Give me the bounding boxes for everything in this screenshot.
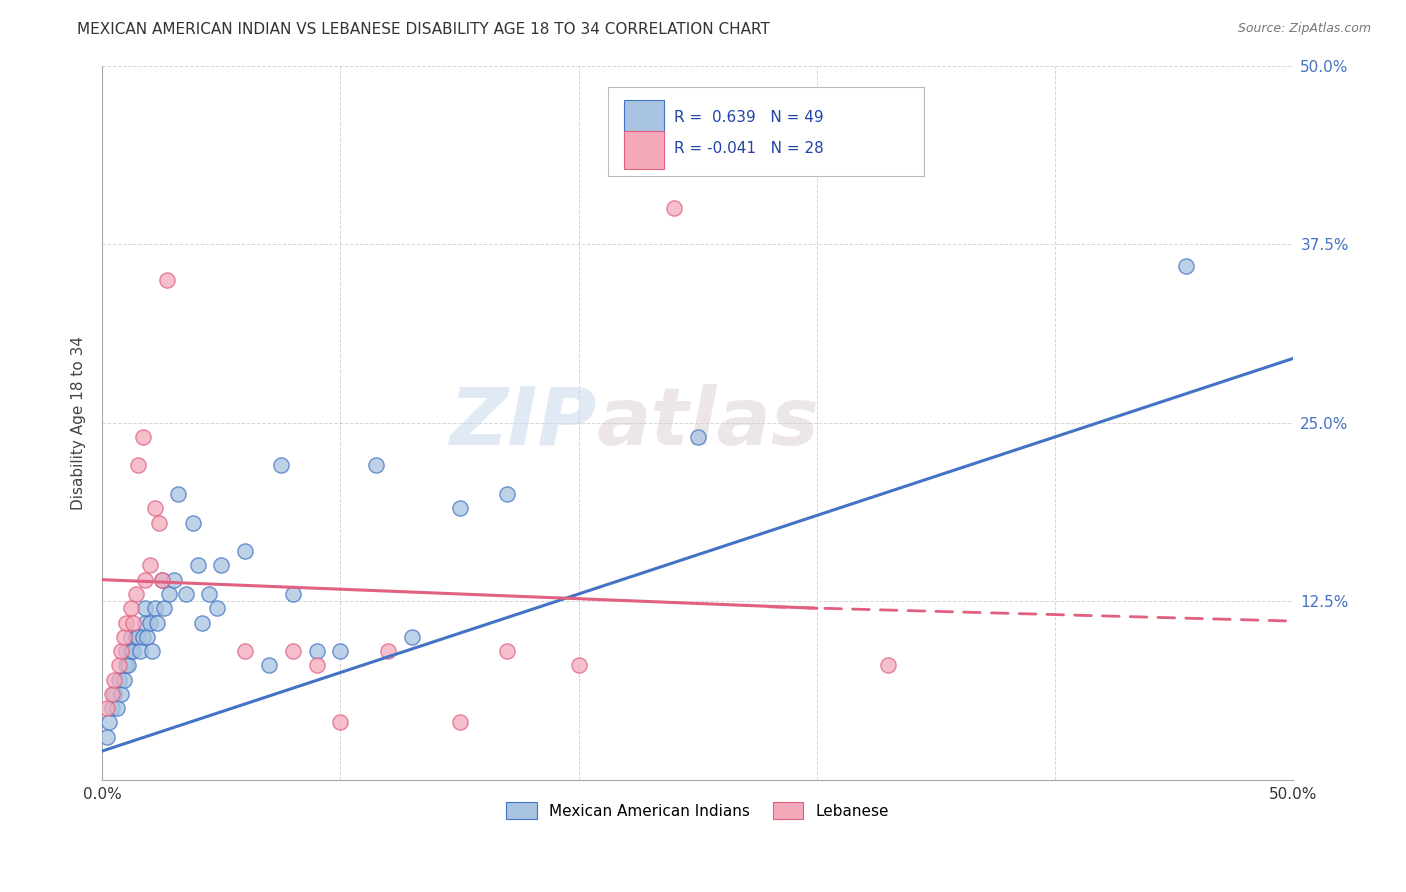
Point [877,658,900,673]
Point [120,630,142,644]
Point [143,601,166,615]
Point [377,644,399,658]
Point [117,658,139,673]
Point [120,601,142,615]
Point [141,644,163,658]
Point [146,615,169,630]
Point [103,673,125,687]
Point [110,644,132,658]
Point [132,630,155,644]
Point [270,458,292,473]
Text: ZIP: ZIP [449,384,596,461]
Point [100,687,122,701]
Point [281,587,304,601]
Point [127,630,149,644]
Point [150,573,173,587]
Text: Source: ZipAtlas.com: Source: ZipAtlas.com [1237,22,1371,36]
Point [108,658,131,673]
Point [139,615,162,630]
Y-axis label: Disability Age 18 to 34: Disability Age 18 to 34 [72,335,86,509]
Point [496,487,519,501]
Text: atlas: atlas [596,384,820,461]
Point [132,430,155,444]
Legend: Mexican American Indians, Lebanese: Mexican American Indians, Lebanese [501,796,896,825]
Point [115,658,138,673]
Point [1175,259,1198,273]
Point [129,644,152,658]
Text: R = -0.041   N = 28: R = -0.041 N = 28 [673,141,824,156]
Point [134,573,156,587]
Point [233,644,256,658]
Point [134,615,156,630]
Point [110,687,132,701]
Point [191,615,214,630]
Point [155,273,177,287]
Point [186,558,208,573]
Point [157,587,180,601]
Text: R =  0.639   N = 49: R = 0.639 N = 49 [673,111,824,125]
FancyBboxPatch shape [624,100,665,138]
FancyBboxPatch shape [609,87,924,177]
Point [205,601,228,615]
Point [401,630,423,644]
Point [120,644,142,658]
Point [305,658,328,673]
Point [124,630,146,644]
Point [568,658,591,673]
Point [96,730,118,744]
Point [153,601,176,615]
Point [167,487,190,501]
Point [105,701,128,715]
Point [449,715,471,730]
Point [112,630,135,644]
Point [163,573,186,587]
Point [100,701,122,715]
Point [127,458,149,473]
Point [150,573,173,587]
Point [139,558,162,573]
Point [662,202,685,216]
Point [257,658,280,673]
Point [122,644,145,658]
Point [115,644,138,658]
Point [329,715,352,730]
Point [209,558,232,573]
Point [96,701,118,715]
Point [124,587,146,601]
Point [103,687,125,701]
Point [115,615,138,630]
Point [148,516,170,530]
Point [98,715,121,730]
Point [281,644,304,658]
Point [136,630,159,644]
Point [181,516,204,530]
Point [108,673,131,687]
Point [305,644,328,658]
Text: MEXICAN AMERICAN INDIAN VS LEBANESE DISABILITY AGE 18 TO 34 CORRELATION CHART: MEXICAN AMERICAN INDIAN VS LEBANESE DISA… [77,22,770,37]
FancyBboxPatch shape [624,130,665,169]
Point [134,601,156,615]
Point [496,644,519,658]
Point [366,458,388,473]
Point [174,587,197,601]
Point [686,430,709,444]
Point [198,587,221,601]
Point [449,501,471,516]
Point [112,673,135,687]
Point [233,544,256,558]
Point [143,501,166,516]
Point [329,644,352,658]
Point [122,615,145,630]
